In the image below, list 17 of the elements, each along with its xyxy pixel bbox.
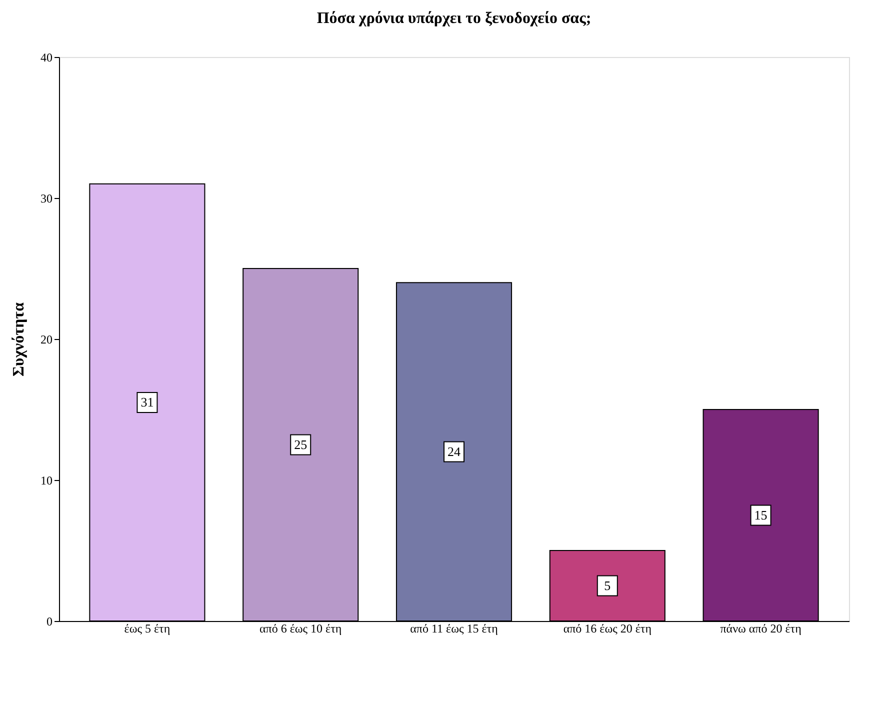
y-axis-title: Συχνότητα: [10, 302, 28, 377]
data-label: 5: [604, 578, 611, 593]
data-label: 31: [140, 394, 154, 410]
data-label: 15: [754, 507, 768, 522]
x-tick-label: πάνω από 20 έτη: [720, 622, 802, 636]
x-tick-label: από 16 έως 20 έτη: [563, 622, 652, 636]
x-tick-label: από 11 έως 15 έτη: [410, 622, 498, 636]
chart-title: Πόσα χρόνια υπάρχει το ξενοδοχείο σας;: [316, 10, 592, 27]
x-tick-label: έως 5 έτη: [124, 622, 170, 636]
y-tick-label: 40: [40, 50, 52, 64]
y-tick-label: 20: [40, 332, 52, 346]
data-label: 24: [448, 444, 461, 459]
y-tick-label: 10: [40, 474, 52, 488]
x-tick-label: από 6 έως 10 έτη: [260, 622, 342, 636]
y-tick-label: 30: [40, 192, 52, 206]
data-label: 25: [294, 436, 308, 452]
y-tick-label: 0: [46, 614, 52, 628]
